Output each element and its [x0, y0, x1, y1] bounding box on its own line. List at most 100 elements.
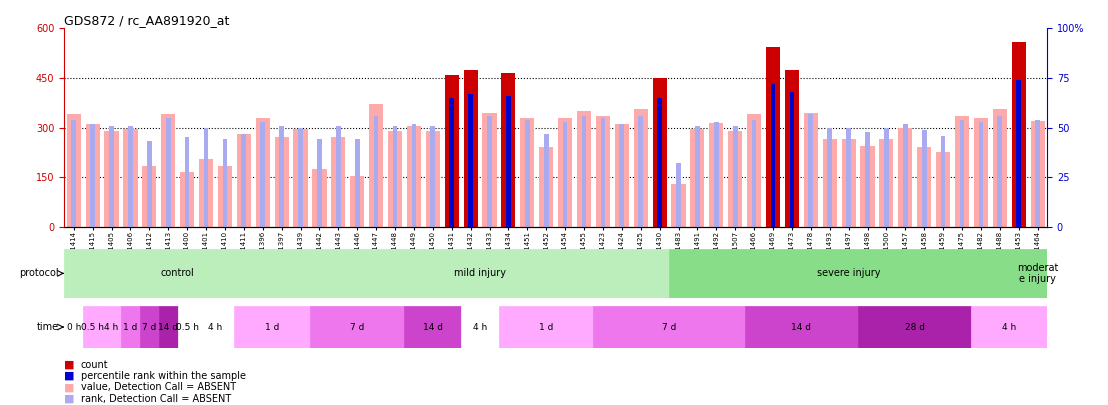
Bar [884, 128, 889, 227]
Bar [728, 131, 742, 227]
Bar [695, 126, 700, 227]
Bar [594, 306, 745, 348]
Bar [102, 306, 121, 348]
Bar [90, 124, 95, 227]
Text: 4 h: 4 h [1002, 322, 1016, 332]
Text: ■: ■ [64, 371, 74, 381]
Bar [899, 128, 912, 227]
Text: time: time [37, 322, 59, 332]
Bar [960, 119, 964, 227]
Bar [121, 306, 140, 348]
Text: moderat
e injury: moderat e injury [1017, 262, 1058, 284]
Bar [558, 117, 572, 227]
Bar [544, 134, 548, 227]
Text: ■: ■ [64, 394, 74, 403]
Bar [751, 119, 757, 227]
Bar [256, 117, 270, 227]
Bar [71, 119, 76, 227]
Bar [85, 124, 100, 227]
Bar [469, 94, 473, 227]
Bar [974, 117, 988, 227]
Bar [196, 306, 235, 348]
Bar [392, 126, 398, 227]
Bar [373, 116, 379, 227]
Bar [369, 104, 383, 227]
Bar [917, 147, 932, 227]
Text: protocol: protocol [19, 269, 59, 278]
Bar [110, 126, 114, 227]
Bar [64, 306, 83, 348]
Bar [1035, 119, 1040, 227]
Bar [638, 116, 643, 227]
Bar [1016, 80, 1022, 227]
Bar [803, 113, 818, 227]
Bar [123, 129, 137, 227]
Bar [177, 306, 196, 348]
Bar [482, 113, 496, 227]
Bar [204, 128, 208, 227]
Bar [450, 98, 454, 227]
Bar [1028, 249, 1047, 298]
Bar [525, 119, 530, 227]
Bar [521, 117, 534, 227]
Bar [83, 306, 102, 348]
Bar [766, 47, 780, 227]
Bar [563, 122, 567, 227]
Text: 4 h: 4 h [104, 322, 119, 332]
Bar [312, 169, 327, 227]
Bar [461, 306, 499, 348]
Bar [936, 152, 951, 227]
Bar [997, 116, 1002, 227]
Text: rank, Detection Call = ABSENT: rank, Detection Call = ABSENT [81, 394, 232, 403]
Text: 1 d: 1 d [123, 322, 137, 332]
Bar [331, 138, 346, 227]
Bar [596, 116, 611, 227]
Text: severe injury: severe injury [817, 269, 881, 278]
Bar [147, 141, 152, 227]
Bar [129, 126, 133, 227]
Text: value, Detection Call = ABSENT: value, Detection Call = ABSENT [81, 382, 236, 392]
Bar [790, 92, 794, 227]
Bar [669, 249, 1028, 298]
Bar [955, 116, 970, 227]
Bar [223, 139, 227, 227]
Bar [355, 139, 360, 227]
Bar [179, 172, 194, 227]
Bar [732, 126, 738, 227]
Bar [140, 306, 158, 348]
Bar [185, 138, 189, 227]
Bar [671, 184, 686, 227]
Bar [903, 124, 907, 227]
Bar [317, 139, 321, 227]
Bar [841, 139, 855, 227]
Bar [634, 109, 648, 227]
Bar [260, 122, 265, 227]
Bar [880, 139, 893, 227]
Text: 14 d: 14 d [158, 322, 178, 332]
Bar [577, 111, 591, 227]
Bar [601, 117, 605, 227]
Text: count: count [81, 360, 109, 369]
Bar [237, 134, 250, 227]
Bar [847, 128, 851, 227]
Text: percentile rank within the sample: percentile rank within the sample [81, 371, 246, 381]
Bar [771, 84, 776, 227]
Bar [676, 163, 681, 227]
Bar [978, 122, 983, 227]
Text: 14 d: 14 d [423, 322, 443, 332]
Text: 14 d: 14 d [791, 322, 811, 332]
Text: 4 h: 4 h [208, 322, 223, 332]
Bar [822, 139, 837, 227]
Bar [158, 306, 177, 348]
Bar [199, 159, 213, 227]
Bar [350, 175, 365, 227]
Bar [745, 306, 858, 348]
Bar [275, 138, 289, 227]
Text: mild injury: mild injury [454, 269, 506, 278]
Bar [709, 123, 724, 227]
Bar [279, 126, 284, 227]
Bar [444, 75, 459, 227]
Bar [104, 131, 119, 227]
Bar [690, 129, 705, 227]
Bar [166, 117, 171, 227]
